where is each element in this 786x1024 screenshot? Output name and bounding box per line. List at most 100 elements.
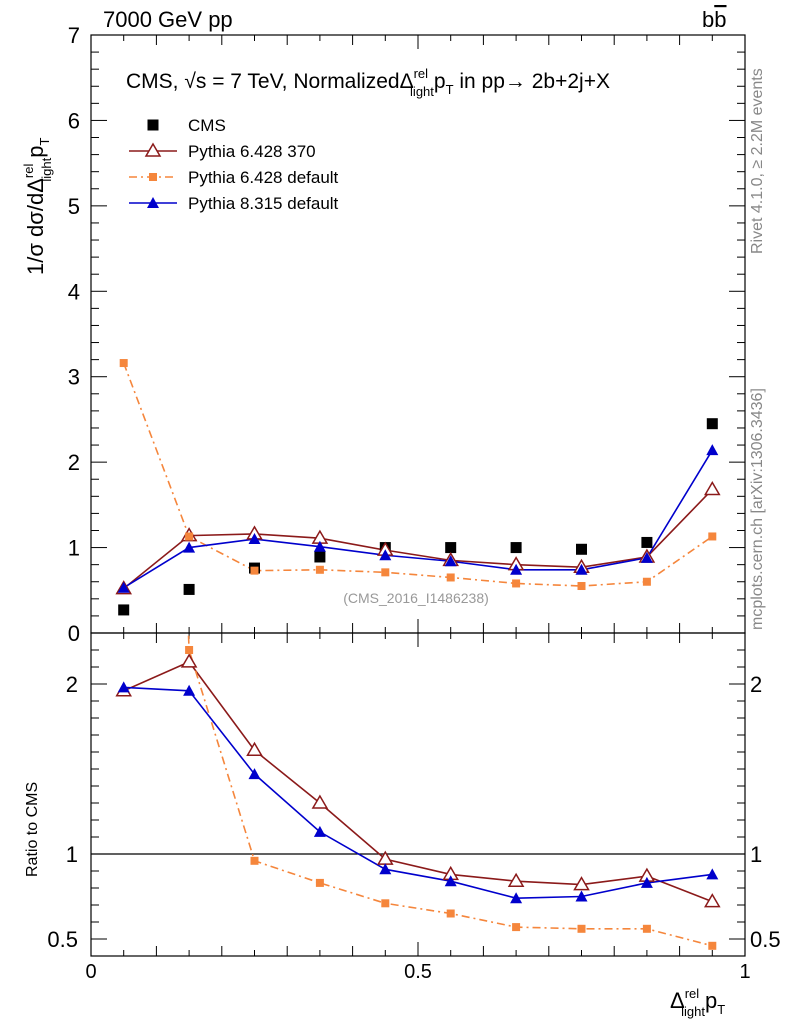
rivet-label: Rivet 4.1.0, ≥ 2.2M events xyxy=(749,68,766,254)
data-point-ratio-pythia-6-428-default xyxy=(642,924,651,933)
x-axis-label: Δrel lightpT xyxy=(670,986,725,1019)
chart-title: CMS, √s = 7 TeV, NormalizedΔrel lightpT i… xyxy=(126,66,610,99)
y-tick-label-ratio-right: 2 xyxy=(750,672,762,697)
data-point-main-pythia-8-315-default xyxy=(510,563,523,575)
data-point-main-pythia-8-315-default xyxy=(248,533,261,545)
data-point-ratio-pythia-6-428-370 xyxy=(703,893,721,908)
data-point-ratio-pythia-8-315-default xyxy=(248,768,261,780)
y-tick-label-main: 5 xyxy=(68,194,80,219)
data-point-ratio-pythia-6-428-370 xyxy=(180,653,198,668)
data-point-ratio-pythia-8-315-default xyxy=(313,825,326,837)
y-tick-label-main: 1 xyxy=(68,536,80,561)
data-point-ratio-pythia-6-428-default xyxy=(446,909,455,918)
legend-marker-pythia-6-428-370 xyxy=(144,142,162,157)
data-point-ratio-pythia-8-315-default xyxy=(575,890,588,902)
y-tick-label-ratio-right: 1 xyxy=(750,842,762,867)
y-tick-label-main: 2 xyxy=(68,450,80,475)
x-tick-label: 0.5 xyxy=(404,961,432,983)
data-point-main-pythia-6-428-default xyxy=(250,566,259,575)
data-point-main-pythia-6-428-default xyxy=(708,532,717,541)
data-point-main-pythia-8-315-default xyxy=(117,581,130,593)
legend-label-cms: CMS xyxy=(188,116,226,135)
data-point-main-cms xyxy=(706,418,718,430)
data-point-main-cms xyxy=(576,543,587,555)
data-point-main-pythia-8-315-default xyxy=(640,551,653,563)
data-point-main-pythia-6-428-default xyxy=(512,579,521,588)
legend-label-pythia-6-428-default: Pythia 6.428 default xyxy=(188,168,339,187)
data-point-main-pythia-6-428-default xyxy=(315,565,324,574)
series-line-ratio-pythia-8-315-default xyxy=(123,686,713,900)
ratio-series-group xyxy=(115,633,721,950)
header-process-label: bb xyxy=(702,7,727,32)
y-tick-label-ratio: 0.5 xyxy=(47,927,78,952)
data-point-main-cms xyxy=(183,583,195,595)
data-point-ratio-pythia-8-315-default xyxy=(640,876,653,888)
data-point-main-pythia-8-315-default xyxy=(379,549,392,561)
data-point-ratio-pythia-6-428-default xyxy=(185,646,194,654)
data-point-ratio-pythia-6-428-370 xyxy=(311,794,329,809)
y-tick-label-main: 4 xyxy=(68,279,80,304)
data-point-ratio-pythia-8-315-default xyxy=(706,868,719,880)
data-point-ratio-pythia-6-428-370 xyxy=(507,872,525,887)
data-point-main-pythia-6-428-default xyxy=(185,532,194,541)
data-point-main-pythia-8-315-default xyxy=(444,555,457,567)
data-point-ratio-pythia-6-428-default xyxy=(577,924,586,933)
data-point-ratio-pythia-6-428-370 xyxy=(573,876,590,891)
ratio-plot-frame xyxy=(90,632,746,957)
mcplots-label: mcplots.cern.ch [arXiv:1306.3436] xyxy=(749,388,766,630)
data-point-ratio-pythia-8-315-default xyxy=(117,681,130,693)
data-point-ratio-pythia-8-315-default xyxy=(444,875,457,887)
axis-ticks xyxy=(90,34,746,957)
data-point-ratio-pythia-8-315-default xyxy=(183,684,196,696)
y-axis-label-ratio: Ratio to CMS xyxy=(24,782,41,877)
data-point-main-cms xyxy=(445,542,457,554)
data-point-ratio-pythia-6-428-default xyxy=(250,856,259,865)
data-point-main-cms xyxy=(641,536,653,548)
x-tick-label: 0 xyxy=(85,961,96,983)
header-process-bbar: b xyxy=(714,7,726,32)
main-series-group xyxy=(115,359,721,616)
data-point-main-cms xyxy=(510,542,522,554)
y-axis-label-main: 1/σ dσ/dΔrel lightpT xyxy=(21,138,54,275)
data-point-main-cms xyxy=(118,604,130,616)
y-tick-label-main: 3 xyxy=(68,365,80,390)
data-point-main-pythia-8-315-default xyxy=(706,444,719,456)
data-point-main-pythia-6-428-default xyxy=(577,582,586,591)
series-line-main-pythia-6-428-370 xyxy=(123,488,713,590)
data-point-main-pythia-8-315-default xyxy=(183,541,196,553)
legend-marker-cms xyxy=(147,119,159,131)
data-point-main-pythia-8-315-default xyxy=(313,540,326,552)
data-point-main-pythia-6-428-default xyxy=(119,359,128,368)
data-point-ratio-pythia-8-315-default xyxy=(379,863,392,875)
legend: CMS Pythia 6.428 370 Pythia 6.428 default P… xyxy=(129,116,339,213)
legend-label-pythia-6-428-370: Pythia 6.428 370 xyxy=(188,142,316,161)
series-line-main-pythia-6-428-default xyxy=(122,362,713,587)
legend-label-pythia-8-315-default: Pythia 8.315 default xyxy=(188,194,339,213)
analysis-id-label: (CMS_2016_I1486238) xyxy=(343,590,489,606)
data-point-ratio-pythia-6-428-default xyxy=(708,941,717,950)
header-energy-label: 7000 GeV pp xyxy=(103,7,233,32)
y-tick-label-main: 7 xyxy=(68,23,80,48)
data-point-ratio-pythia-6-428-default xyxy=(381,899,390,908)
data-point-ratio-pythia-6-428-default xyxy=(315,878,324,887)
y-tick-label-ratio: 1 xyxy=(66,842,78,867)
y-tick-label-ratio-right: 0.5 xyxy=(750,927,781,952)
data-point-main-pythia-6-428-default xyxy=(446,573,455,582)
data-point-main-pythia-6-428-default xyxy=(381,568,390,577)
legend-marker-pythia-6-428-default xyxy=(149,173,157,181)
data-point-main-pythia-6-428-370 xyxy=(703,480,721,496)
y-tick-label-main: 6 xyxy=(68,108,80,133)
x-tick-label: 1 xyxy=(739,961,750,983)
series-line-main-pythia-8-315-default xyxy=(123,449,713,589)
data-point-ratio-pythia-8-315-default xyxy=(510,892,523,904)
data-point-main-pythia-6-428-default xyxy=(642,577,651,586)
data-point-ratio-pythia-6-428-370 xyxy=(246,741,263,757)
series-line-ratio-pythia-6-428-370 xyxy=(123,660,713,903)
y-tick-label-ratio: 2 xyxy=(66,672,78,697)
y-tick-label-main: 0 xyxy=(68,621,80,646)
data-point-main-pythia-8-315-default xyxy=(575,563,588,575)
data-point-ratio-pythia-6-428-default xyxy=(512,923,521,932)
legend-marker-pythia-8-315-default xyxy=(147,197,159,208)
